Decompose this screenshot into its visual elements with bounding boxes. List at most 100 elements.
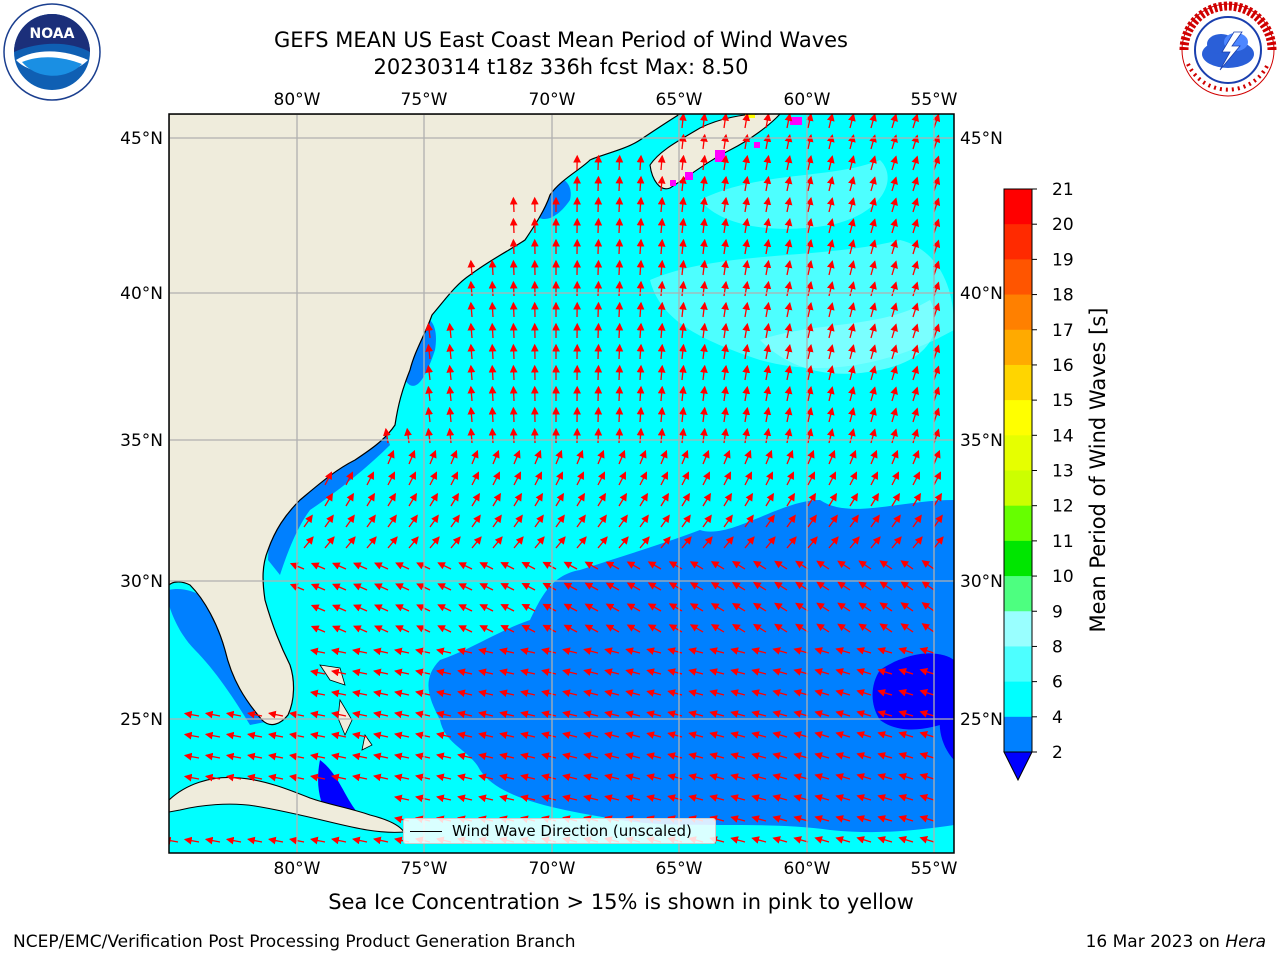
wave-direction-arrow <box>869 260 877 276</box>
wave-direction-arrow <box>657 364 666 381</box>
wave-direction-arrow <box>856 815 872 823</box>
wave-direction-arrow <box>657 343 666 360</box>
wave-direction-arrow <box>387 471 395 486</box>
wave-direction-arrow <box>856 689 872 697</box>
wave-direction-arrow <box>425 343 434 360</box>
wave-direction-arrow <box>594 322 603 339</box>
lat-tick-right: 40°N <box>960 284 1003 304</box>
wave-direction-arrow <box>689 624 704 633</box>
wave-direction-arrow <box>555 492 564 507</box>
wave-direction-arrow <box>911 365 919 381</box>
wave-direction-arrow <box>520 752 536 761</box>
wave-direction-arrow <box>425 322 434 339</box>
wave-direction-arrow <box>657 154 666 171</box>
wave-direction-arrow <box>446 385 455 402</box>
wave-direction-arrow <box>225 752 242 761</box>
wave-direction-arrow <box>869 155 877 171</box>
lat-tick-left: 30°N <box>120 572 163 592</box>
wave-direction-arrow <box>814 731 830 739</box>
wave-direction-arrow <box>457 773 473 782</box>
wave-direction-arrow <box>751 773 767 781</box>
colorbar-level <box>1004 224 1032 260</box>
wave-direction-arrow <box>898 731 914 739</box>
wave-direction-arrow <box>919 794 935 802</box>
wave-direction-arrow <box>721 322 729 339</box>
wave-direction-arrow <box>700 385 708 402</box>
wave-direction-arrow <box>488 280 497 297</box>
wave-direction-arrow <box>900 623 914 633</box>
wave-direction-arrow <box>877 710 893 718</box>
wave-direction-arrow <box>626 582 641 591</box>
wave-direction-arrow <box>828 471 836 486</box>
wave-direction-arrow <box>394 668 410 677</box>
wave-direction-arrow <box>742 238 751 255</box>
wave-direction-arrow <box>636 217 645 234</box>
wave-direction-arrow <box>900 581 914 591</box>
wave-direction-arrow <box>763 322 772 339</box>
colorbar-level <box>1004 294 1032 331</box>
wave-direction-arrow <box>467 427 476 444</box>
wave-direction-arrow <box>751 752 767 760</box>
cuba-land <box>169 776 405 833</box>
colorbar-level <box>1004 681 1032 718</box>
wave-direction-arrow <box>479 583 494 591</box>
wave-direction-arrow <box>471 449 479 465</box>
wave-direction-arrow <box>636 301 645 318</box>
wave-direction-arrow <box>877 836 893 844</box>
wave-direction-arrow <box>615 280 624 297</box>
wave-direction-arrow <box>898 689 914 697</box>
wave-direction-arrow <box>562 647 578 655</box>
wave-direction-arrow <box>488 322 497 339</box>
wave-direction-arrow <box>594 259 603 276</box>
wave-direction-arrow <box>898 836 914 844</box>
wave-direction-arrow <box>657 217 666 234</box>
wave-direction-arrow <box>458 604 473 612</box>
wave-direction-arrow <box>513 514 523 528</box>
wave-direction-arrow <box>723 449 731 465</box>
wave-direction-arrow <box>721 217 729 234</box>
wave-direction-arrow <box>457 668 473 677</box>
lon-tick-bottom: 80°W <box>274 859 321 879</box>
wave-direction-arrow <box>541 731 557 739</box>
wave-direction-arrow <box>786 471 794 486</box>
lon-tick-top: 65°W <box>656 90 703 110</box>
wave-direction-arrow <box>415 773 431 782</box>
colorbar-tick-label: 6 <box>1052 673 1063 693</box>
colorbar-tick-label: 21 <box>1052 180 1074 200</box>
wave-direction-arrow <box>784 260 793 276</box>
colorbar-tick-label: 2 <box>1052 743 1063 763</box>
wave-direction-arrow <box>681 471 689 486</box>
wave-direction-arrow <box>765 536 776 549</box>
wave-direction-arrow <box>877 647 893 655</box>
wave-direction-arrow <box>667 647 683 655</box>
wave-direction-arrow <box>848 323 856 339</box>
wave-direction-arrow <box>731 603 746 612</box>
wave-direction-arrow <box>911 407 919 423</box>
wave-direction-arrow <box>700 238 708 255</box>
wave-direction-arrow <box>835 794 851 802</box>
wave-direction-arrow <box>604 689 620 697</box>
wave-direction-arrow <box>626 561 641 570</box>
wave-direction-arrow <box>268 752 284 761</box>
wave-direction-arrow <box>310 604 326 612</box>
wave-direction-arrow <box>509 427 518 444</box>
wave-direction-arrow <box>668 603 683 612</box>
wave-direction-arrow <box>932 176 941 192</box>
wave-direction-arrow <box>911 386 919 402</box>
wave-direction-arrow <box>636 322 645 339</box>
wave-direction-arrow <box>805 344 814 360</box>
wave-direction-arrow <box>324 536 335 549</box>
lat-tick-left: 25°N <box>120 710 163 730</box>
wave-direction-arrow <box>520 710 536 719</box>
wave-direction-arrow <box>639 449 647 465</box>
wave-direction-arrow <box>826 260 835 276</box>
wave-direction-arrow <box>618 514 628 528</box>
wave-direction-arrow <box>500 604 515 612</box>
wave-direction-arrow <box>849 492 858 507</box>
wave-direction-arrow <box>204 836 221 845</box>
wave-direction-arrow <box>721 280 729 297</box>
wave-direction-arrow <box>826 155 835 171</box>
wave-direction-arrow <box>869 114 877 129</box>
wave-direction-arrow <box>793 836 809 844</box>
wave-direction-arrow <box>678 343 687 360</box>
